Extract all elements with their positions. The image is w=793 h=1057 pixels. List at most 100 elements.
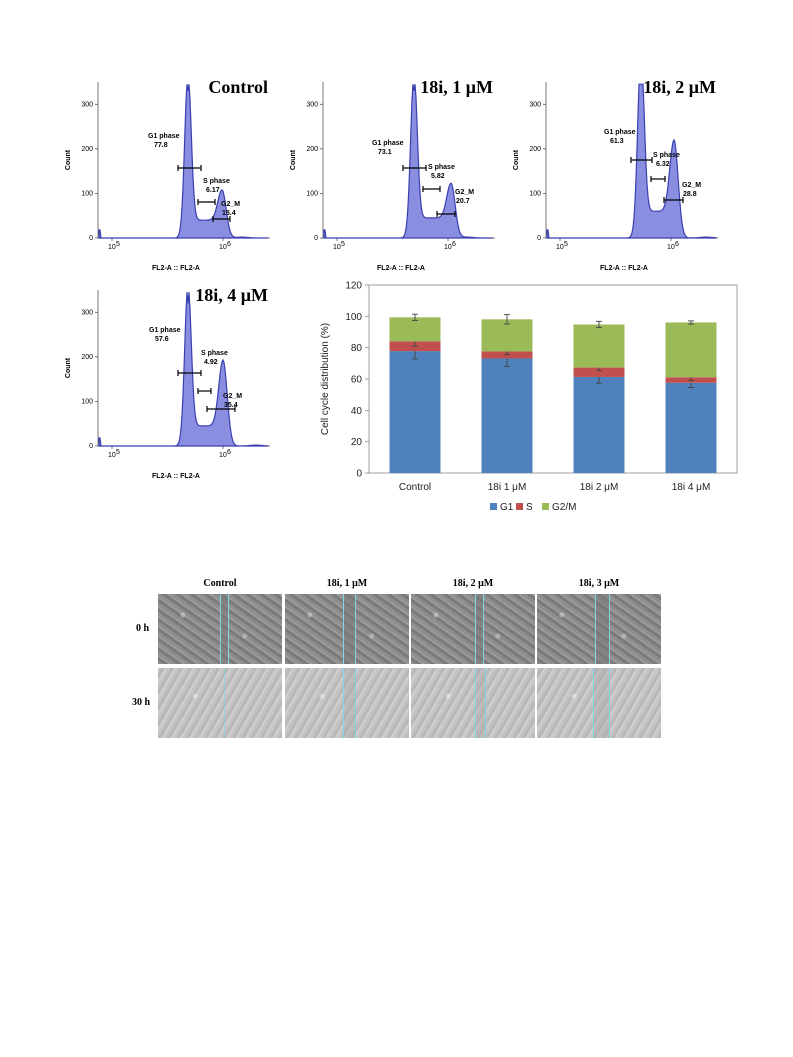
g2m-phase-value: 28.8	[683, 191, 697, 198]
legend-swatch	[542, 503, 549, 510]
y-tick-label: 200	[306, 146, 318, 153]
bar-g1-2	[573, 376, 625, 473]
s-phase-label: S phase	[428, 164, 455, 171]
x-tick-exponent: 6	[452, 241, 456, 248]
column-header-18i-3um: 18i, 3 μM	[578, 578, 620, 589]
bar-g1-1	[481, 358, 533, 473]
g2m-phase-label: G2_M	[221, 201, 240, 208]
g1-phase-value: 57.6	[155, 336, 169, 343]
y-tick-label: 0	[537, 235, 541, 242]
y-tick-label: 100	[81, 398, 93, 405]
column-header-18i-1um: 18i, 1 μM	[326, 578, 368, 589]
y-tick-label: 0	[89, 443, 93, 450]
histogram-curve	[98, 292, 269, 447]
x-tick-label-left: 10	[108, 244, 116, 251]
y-tick-label: 80	[351, 343, 363, 354]
x-tick-label: Control	[399, 482, 431, 493]
x-tick-label-left: 10	[333, 244, 341, 251]
y-tick-label: 60	[351, 375, 363, 386]
histogram-18i-2um: 0 100 200 300 10 5 10 6 Count FL2-A :: FL2-A 18i, …	[508, 72, 728, 277]
histogram-18i-4um: 0 100 200 300 10 5 10 6 Count FL2-A :: FL2-A 18i, …	[60, 280, 280, 485]
g2m-phase-label: G2_M	[682, 182, 701, 189]
bar-g2m-2	[573, 324, 625, 368]
g1-phase-label: G1 phase	[149, 327, 181, 334]
x-tick-label-right: 10	[219, 244, 227, 251]
g1-phase-value: 61.3	[610, 138, 624, 145]
wound-healing-assay: Control 18i, 1 μM 18i, 2 μM 18i, 3 μM 0 …	[132, 575, 665, 740]
s-phase-value: 5.82	[431, 173, 445, 180]
x-tick-label-right: 10	[444, 244, 452, 251]
x-tick-exponent: 6	[227, 449, 231, 456]
micrograph-18i-2um-30h	[411, 668, 535, 738]
g1-phase-label: G1 phase	[372, 140, 404, 147]
x-tick-exponent: 5	[116, 241, 120, 248]
micrograph-18i-3um-0h	[537, 594, 661, 664]
bar-s-2	[573, 367, 625, 377]
x-axis-label: FL2-A :: FL2-A	[152, 265, 200, 272]
g1-phase-label: G1 phase	[148, 133, 180, 140]
x-tick-label-left: 10	[556, 244, 564, 251]
x-tick-label-left: 10	[108, 452, 116, 459]
y-tick-label: 200	[81, 354, 93, 361]
y-tick-label: 300	[81, 309, 93, 316]
x-tick-label: 18i 2 μM	[580, 482, 619, 493]
legend-swatch	[490, 503, 497, 510]
s-phase-value: 4.92	[204, 359, 218, 366]
micrograph-18i-1um-30h	[285, 668, 409, 738]
g2m-phase-value: 35.4	[224, 402, 238, 409]
g2m-phase-label: G2_M	[223, 393, 242, 400]
histogram-curve	[323, 84, 493, 239]
y-tick-label: 300	[306, 101, 318, 108]
x-tick-label-right: 10	[219, 452, 227, 459]
histogram-title: 18i, 1 μM	[420, 77, 493, 97]
histogram-title: 18i, 4 μM	[195, 285, 268, 305]
y-tick-label: 300	[529, 101, 541, 108]
x-tick-exponent: 5	[564, 241, 568, 248]
y-tick-label: 100	[306, 190, 318, 197]
y-tick-label: 20	[351, 437, 363, 448]
x-tick-label-right: 10	[667, 244, 675, 251]
g2m-phase-value: 20.7	[456, 198, 470, 205]
g1-phase-label: G1 phase	[604, 129, 636, 136]
legend-label: G1	[500, 502, 514, 513]
histogram-curve	[98, 84, 268, 239]
x-tick-label: 18i 4 μM	[672, 482, 711, 493]
g1-phase-value: 73.1	[378, 149, 392, 156]
y-tick-label: 0	[89, 235, 93, 242]
g1-phase-value: 77.8	[154, 142, 168, 149]
micrograph-18i-2um-0h	[411, 594, 535, 664]
y-tick-label: 200	[529, 146, 541, 153]
s-phase-label: S phase	[201, 350, 228, 357]
bar-g1-0	[389, 351, 441, 473]
y-axis-label: Count	[513, 149, 520, 170]
x-tick-exponent: 5	[116, 449, 120, 456]
x-tick-exponent: 5	[341, 241, 345, 248]
g2m-phase-value: 15.4	[222, 210, 236, 217]
legend-label: G2/M	[552, 502, 576, 513]
s-phase-value: 6.32	[656, 161, 670, 168]
x-axis-label: FL2-A :: FL2-A	[152, 473, 200, 480]
legend-label: S	[526, 502, 533, 513]
y-tick-label: 0	[356, 469, 362, 480]
bar-g2m-3	[665, 322, 717, 378]
y-tick-label: 200	[81, 146, 93, 153]
bar-chart-svg: 0 20 40 60 80 100 120 Cell cycle distribution (…	[320, 281, 738, 513]
y-tick-label: 120	[345, 281, 362, 292]
x-tick-exponent: 6	[675, 241, 679, 248]
histogram-title: Control	[208, 77, 268, 97]
y-axis-label: Count	[65, 149, 72, 170]
y-tick-label: 300	[81, 101, 93, 108]
micrograph-18i-3um-30h	[537, 668, 661, 738]
micrograph-18i-1um-0h	[285, 594, 409, 664]
x-axis-label: FL2-A :: FL2-A	[377, 265, 425, 272]
legend-swatch	[516, 503, 523, 510]
y-tick-label: 100	[81, 190, 93, 197]
bar-g2m-0	[389, 317, 441, 342]
y-axis-label: Count	[65, 357, 72, 378]
y-axis-label: Count	[290, 149, 297, 170]
cell-cycle-bar-chart: 0 20 40 60 80 100 120 Cell cycle distribution (…	[312, 278, 742, 523]
s-phase-value: 6.17	[206, 187, 220, 194]
y-tick-label: 100	[529, 190, 541, 197]
